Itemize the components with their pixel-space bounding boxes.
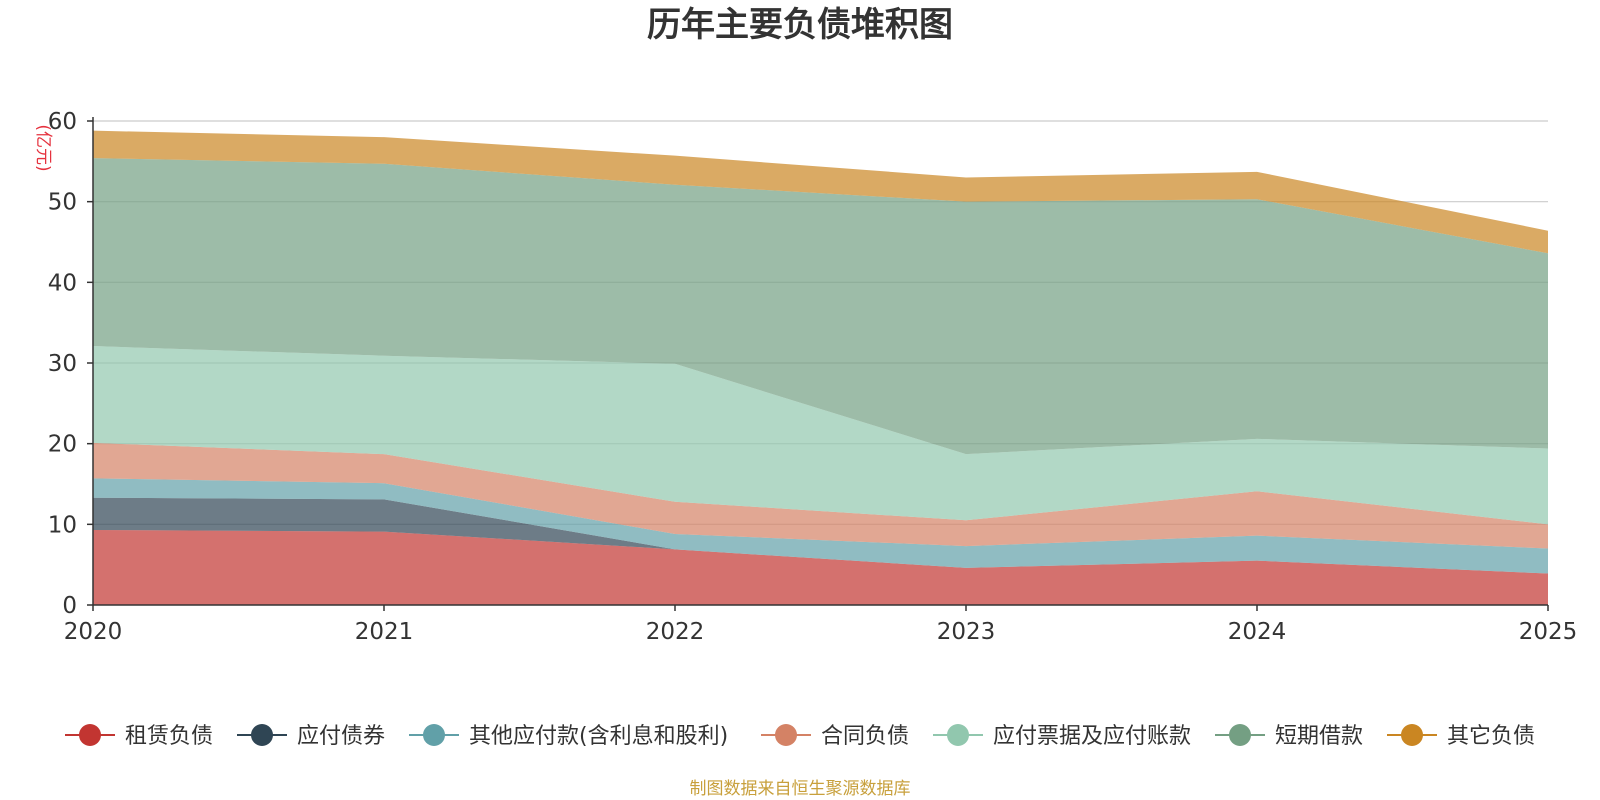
legend-item-2[interactable]: 其他应付款(含利息和股利)	[409, 724, 728, 749]
x-tick-label: 2020	[64, 619, 123, 645]
legend-item-4[interactable]: 应付票据及应付账款	[933, 724, 1191, 749]
legend-label: 其他应付款(含利息和股利)	[469, 724, 728, 749]
legend-label: 合同负债	[821, 724, 909, 749]
x-tick-label: 2025	[1519, 619, 1578, 645]
area-series-1	[93, 497, 1548, 574]
y-tick-label: 0	[62, 593, 77, 619]
data-source-note: 制图数据来自恒生聚源数据库	[690, 779, 911, 799]
area-series-6	[93, 130, 1548, 254]
legend-item-5[interactable]: 短期借款	[1215, 724, 1363, 749]
legend-marker	[1229, 724, 1251, 746]
legend-marker	[1401, 724, 1423, 746]
area-series-3	[93, 442, 1548, 549]
legend-marker	[947, 724, 969, 746]
legend-item-3[interactable]: 合同负债	[761, 724, 909, 749]
area-series	[93, 130, 1548, 605]
legend[interactable]: 租赁负债 应付债券 其他应付款(含利息和股利) 合同负债 应付票据及应付账款 短期借款 其它…	[65, 724, 1535, 749]
area-series-4	[93, 346, 1548, 525]
legend-label: 短期借款	[1275, 724, 1363, 749]
area-series-2	[93, 478, 1548, 574]
legend-marker	[251, 724, 273, 746]
legend-label: 应付债券	[297, 724, 385, 749]
legend-marker	[423, 724, 445, 746]
y-tick-label: 30	[48, 351, 77, 377]
legend-marker	[775, 724, 797, 746]
y-tick-label: 60	[48, 109, 77, 135]
x-tick-label: 2023	[937, 619, 996, 645]
chart-title: 历年主要负债堆积图	[647, 5, 953, 45]
area-series-5	[93, 158, 1548, 455]
x-tick-label: 2022	[646, 619, 705, 645]
y-tick-label: 50	[48, 190, 77, 216]
axes: 0 10 20 30 40 50 60 2020 2021 2022 2023 2024 2025	[48, 109, 1578, 645]
legend-label: 其它负债	[1447, 724, 1535, 749]
x-tick-label: 2024	[1228, 619, 1287, 645]
y-axis-unit: (亿元)	[33, 124, 53, 171]
legend-item-1[interactable]: 应付债券	[237, 724, 385, 749]
y-tick-label: 40	[48, 270, 77, 296]
y-tick-label: 10	[48, 512, 77, 538]
legend-label: 租赁负债	[125, 724, 213, 749]
legend-marker	[79, 724, 101, 746]
legend-item-6[interactable]: 其它负债	[1387, 724, 1535, 749]
area-series-0	[93, 529, 1548, 605]
legend-label: 应付票据及应付账款	[993, 724, 1191, 749]
legend-item-0[interactable]: 租赁负债	[65, 724, 213, 749]
y-tick-label: 20	[48, 432, 77, 458]
x-tick-label: 2021	[355, 619, 414, 645]
